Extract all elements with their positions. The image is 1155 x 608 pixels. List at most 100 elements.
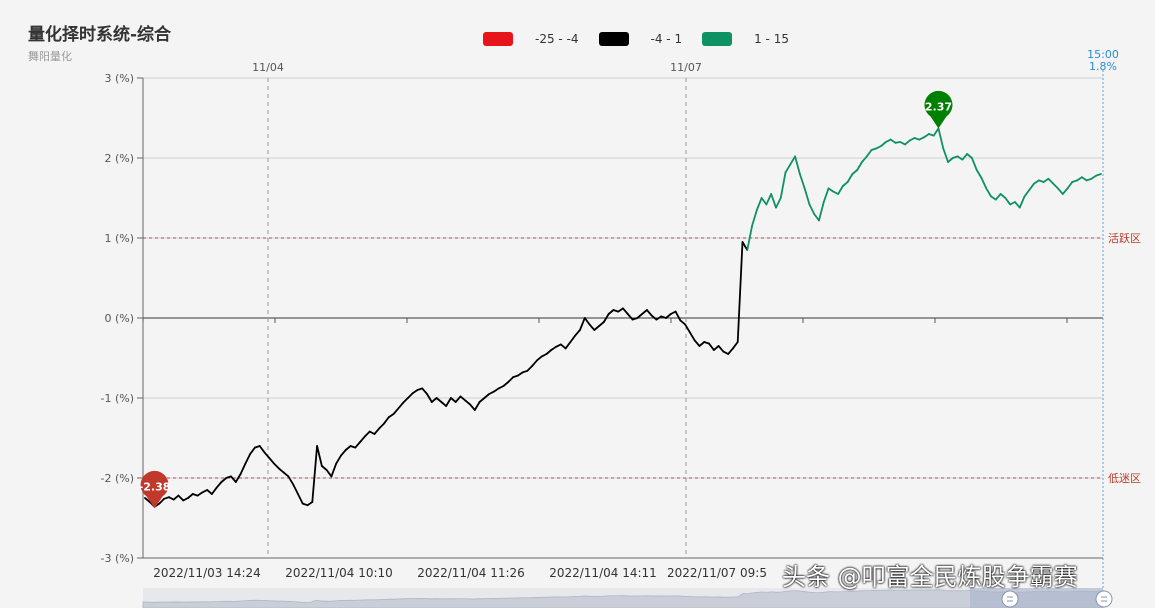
series-segment bbox=[746, 225, 753, 251]
series-segment bbox=[674, 310, 682, 322]
series-segment bbox=[450, 397, 457, 403]
series-segment bbox=[689, 331, 696, 342]
series-segment bbox=[507, 376, 514, 383]
series-segment bbox=[607, 309, 615, 315]
series-segment bbox=[354, 441, 362, 449]
legend-item-neutral[interactable]: -4 - 1 bbox=[598, 32, 682, 46]
series-segment bbox=[889, 138, 897, 144]
series-segment bbox=[880, 141, 887, 147]
legend-item-bull[interactable]: 1 - 15 bbox=[702, 32, 789, 46]
series-segment bbox=[1090, 174, 1098, 180]
series-segment bbox=[282, 471, 290, 478]
series-segment bbox=[994, 193, 1002, 201]
series-segment bbox=[942, 147, 949, 163]
series-segment bbox=[626, 313, 634, 321]
series-segment bbox=[837, 185, 844, 195]
series-segment bbox=[803, 187, 811, 206]
series-segment bbox=[559, 343, 567, 350]
last-value-label: 1.8% bbox=[1089, 60, 1117, 73]
min-marker-label: -2.38 bbox=[139, 480, 171, 493]
series-segment bbox=[665, 313, 672, 319]
x-tick-label: 2022/11/03 14:24 bbox=[153, 566, 261, 580]
series-segment bbox=[784, 163, 792, 174]
series-segment bbox=[378, 422, 385, 430]
series-segment bbox=[732, 341, 739, 350]
min-marker-pin bbox=[140, 470, 169, 509]
series-segment bbox=[1018, 195, 1026, 209]
series-segment bbox=[459, 395, 467, 402]
legend-label-bull: 1 - 15 bbox=[754, 32, 789, 46]
x-tick-label: 2022/11/04 10:10 bbox=[285, 566, 393, 580]
series-segment bbox=[454, 395, 462, 403]
chart-subtitle: 舞阳量化 bbox=[28, 50, 72, 63]
series-segment bbox=[708, 342, 715, 351]
series-segment bbox=[760, 197, 768, 206]
series-segment bbox=[187, 493, 194, 499]
series-segment bbox=[588, 323, 596, 331]
series-segment bbox=[550, 345, 557, 351]
series-segment bbox=[478, 397, 486, 403]
zoom-slider[interactable] bbox=[142, 588, 1113, 608]
series-segment bbox=[818, 201, 825, 222]
series-segment bbox=[789, 155, 796, 166]
y-tick-label: -1 (%) bbox=[101, 392, 135, 405]
series-segment bbox=[215, 481, 223, 489]
series-segment bbox=[693, 339, 701, 347]
series-segment bbox=[593, 325, 600, 331]
series-segment bbox=[798, 173, 806, 190]
series-segment bbox=[287, 475, 295, 486]
series-segment bbox=[531, 359, 538, 367]
series-segment bbox=[808, 203, 816, 215]
series-segment bbox=[363, 430, 371, 438]
chart-title: 量化择时系统-综合 bbox=[28, 25, 172, 45]
series-segment bbox=[712, 345, 720, 351]
series-segment bbox=[230, 475, 237, 483]
series-segment bbox=[311, 445, 318, 503]
day-label: 11/07 bbox=[670, 61, 702, 74]
series-segment bbox=[473, 401, 481, 411]
series-segment bbox=[937, 127, 945, 150]
series-segment bbox=[411, 389, 419, 395]
series-segment bbox=[392, 407, 400, 415]
series-segment bbox=[244, 453, 252, 465]
series-segment bbox=[493, 387, 500, 393]
x-tick-label: 2022/11/04 14:11 bbox=[549, 566, 657, 580]
series-segment bbox=[564, 341, 572, 350]
series-segment bbox=[655, 315, 663, 321]
series-segment bbox=[1052, 182, 1059, 190]
markers: 2.37 -2.38 bbox=[139, 90, 953, 509]
series-segment bbox=[827, 187, 835, 193]
series-segment bbox=[679, 319, 687, 326]
series-segment bbox=[865, 149, 873, 158]
series-segment bbox=[435, 397, 443, 403]
series-segment bbox=[1042, 177, 1050, 183]
legend-swatch-bull bbox=[702, 32, 733, 46]
series-segment bbox=[320, 465, 328, 471]
series-segment bbox=[975, 169, 983, 179]
series-segment bbox=[961, 153, 969, 161]
series-segment bbox=[206, 489, 213, 495]
series-segment bbox=[684, 323, 691, 334]
series-segment bbox=[177, 494, 185, 502]
y-tick-label: 2 (%) bbox=[104, 152, 134, 165]
series-segment bbox=[1023, 189, 1031, 198]
series-segment bbox=[440, 401, 448, 407]
legend-item-bear[interactable]: -25 - -4 bbox=[483, 32, 579, 46]
series-segment bbox=[273, 462, 280, 470]
series-segment bbox=[397, 401, 405, 410]
series-segment bbox=[258, 445, 266, 454]
day-label: 11/04 bbox=[252, 61, 284, 74]
series-segment bbox=[469, 403, 476, 411]
y-tick-label: 0 (%) bbox=[104, 312, 134, 325]
series-segment bbox=[144, 497, 151, 503]
series-segment bbox=[483, 393, 491, 399]
series-segment bbox=[813, 213, 820, 222]
series-segment bbox=[325, 469, 333, 478]
series-segment bbox=[340, 449, 347, 457]
legend-swatch-bear bbox=[483, 32, 513, 46]
series-segment bbox=[851, 169, 859, 175]
series-segment bbox=[956, 155, 964, 161]
series-segment bbox=[359, 435, 366, 443]
series-segment bbox=[406, 392, 414, 399]
